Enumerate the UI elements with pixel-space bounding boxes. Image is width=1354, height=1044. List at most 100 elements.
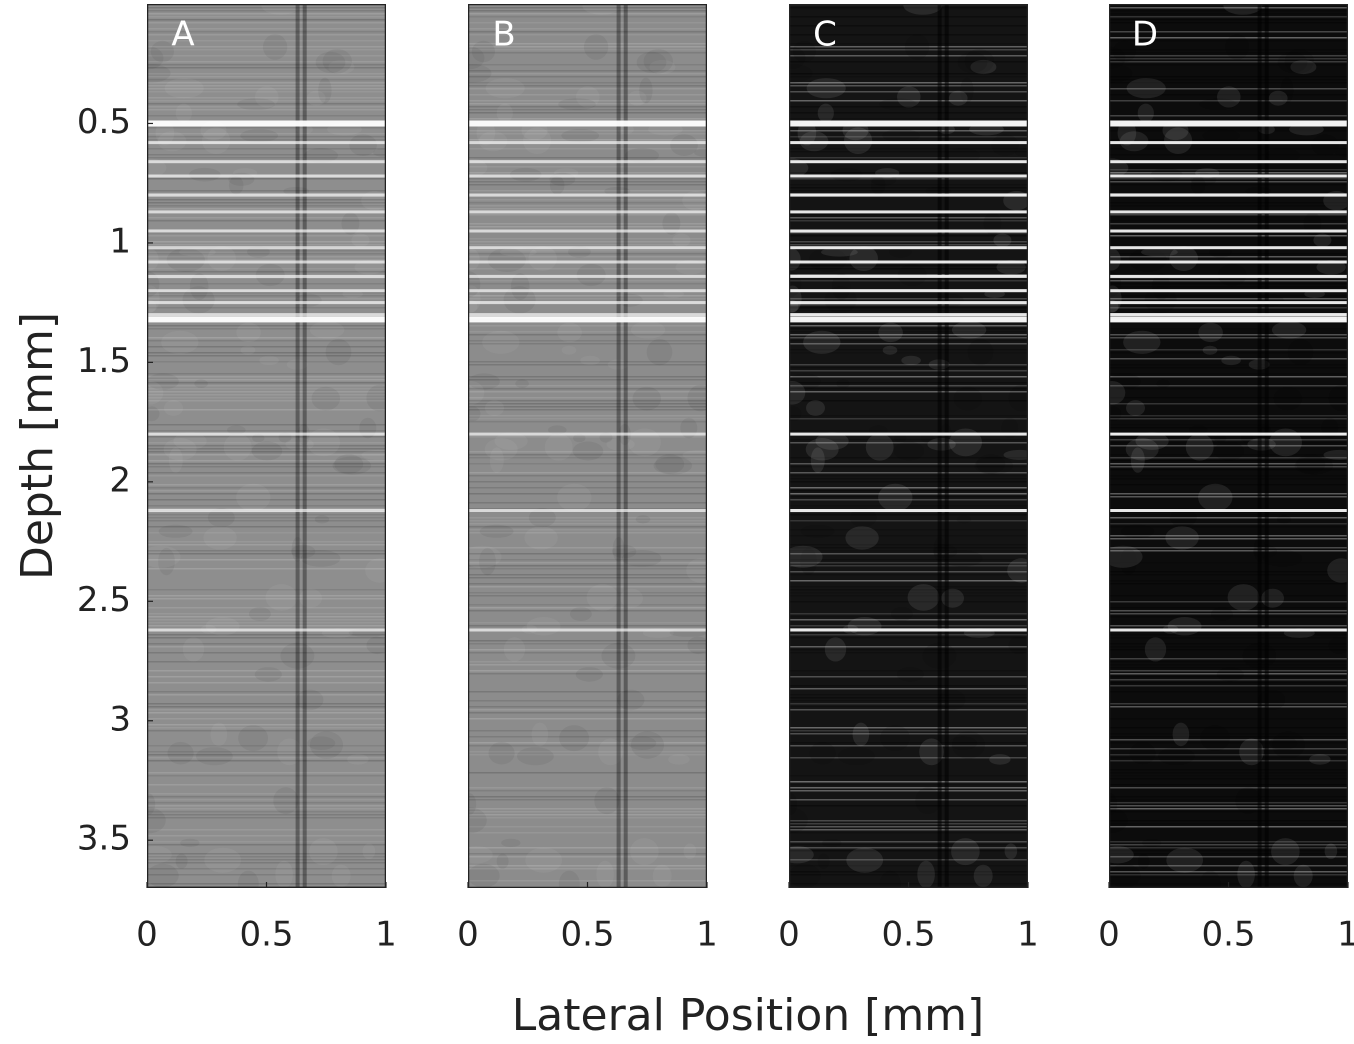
- speckle-row: [1109, 796, 1348, 798]
- speckle-row: [147, 217, 386, 219]
- x-tick-label: 0: [457, 915, 479, 955]
- speckle-row: [789, 670, 1028, 672]
- speckle-row: [468, 811, 707, 813]
- speckle-row: [1109, 808, 1348, 810]
- speckle-row: [789, 385, 1028, 387]
- speckle-row: [789, 733, 1028, 735]
- speckle-row: [789, 457, 1028, 459]
- texture-blob: [655, 454, 685, 474]
- texture-blob: [155, 120, 175, 146]
- speckle-row: [468, 43, 707, 45]
- speckle-row: [1109, 322, 1348, 324]
- speckle-row: [1109, 865, 1348, 867]
- texture-blob: [349, 134, 377, 157]
- texture-blob: [180, 838, 200, 848]
- texture-blob: [951, 838, 980, 866]
- speckle-row: [1109, 841, 1348, 843]
- bright-layer: [468, 316, 707, 323]
- speckle-row: [1109, 178, 1348, 180]
- speckle-row: [1109, 7, 1348, 9]
- texture-blob: [951, 321, 987, 339]
- speckle-row: [1109, 637, 1348, 639]
- speckle-row: [147, 625, 386, 627]
- texture-blob: [1247, 438, 1276, 451]
- speckle-row: [468, 595, 707, 597]
- texture-blob: [223, 433, 252, 461]
- bright-layer: [468, 246, 707, 250]
- texture-blob: [1327, 558, 1348, 583]
- texture-blob: [970, 59, 997, 75]
- texture-blob: [991, 134, 1019, 157]
- texture-blob: [204, 847, 242, 873]
- texture-blob: [503, 637, 526, 662]
- texture-blob: [366, 384, 386, 412]
- speckle-row: [468, 643, 707, 645]
- speckle-row: [147, 487, 386, 489]
- speckle-row: [468, 772, 707, 774]
- texture-blob: [548, 425, 567, 435]
- speckle-row: [789, 367, 1028, 369]
- speckle-row: [1109, 625, 1348, 627]
- texture-blob: [468, 381, 485, 405]
- speckle-row: [468, 856, 707, 858]
- speckle-row: [1109, 757, 1348, 759]
- speckle-row: [468, 586, 707, 588]
- texture-blob: [1277, 51, 1308, 73]
- speckle-row: [147, 85, 386, 87]
- speckle-row: [789, 616, 1028, 618]
- bright-layer: [1109, 316, 1348, 323]
- speckle-row: [147, 268, 386, 270]
- texture-blob: [228, 176, 244, 195]
- texture-blob: [303, 148, 339, 163]
- texture-blob: [515, 379, 529, 388]
- speckle-row: [1109, 583, 1348, 585]
- speckle-row: [468, 28, 707, 30]
- texture-blob: [259, 355, 279, 366]
- speckle-row: [1109, 496, 1348, 498]
- speckle-row: [147, 466, 386, 468]
- texture-blob: [879, 98, 917, 111]
- speckle-row: [1109, 610, 1348, 612]
- speckle-row: [468, 520, 707, 522]
- speckle-row: [1109, 775, 1348, 777]
- texture-blob: [1198, 483, 1233, 512]
- texture-blob: [1142, 838, 1162, 848]
- speckle-row: [1109, 100, 1348, 102]
- speckle-row: [1109, 61, 1348, 63]
- texture-blob: [1227, 584, 1260, 611]
- texture-blob: [175, 103, 192, 123]
- speckle-row: [789, 709, 1028, 711]
- speckle-row: [468, 559, 707, 561]
- speckle-row: [468, 31, 707, 33]
- speckle-row: [1109, 685, 1348, 687]
- speckle-row: [1109, 169, 1348, 171]
- speckle-row: [468, 517, 707, 519]
- speckle-row: [1109, 253, 1348, 255]
- texture-blob: [309, 731, 344, 759]
- texture-blob: [573, 433, 586, 443]
- texture-blob: [341, 212, 360, 235]
- texture-blob: [468, 545, 502, 568]
- vertical-line: [623, 4, 628, 888]
- texture-blob: [903, 4, 943, 15]
- texture-blob: [487, 248, 526, 272]
- texture-blob: [315, 51, 346, 73]
- speckle-row: [1109, 823, 1348, 825]
- speckle-row: [1109, 223, 1348, 225]
- speckle-row: [789, 859, 1028, 861]
- bright-layer: [468, 628, 707, 632]
- speckle-row: [468, 70, 707, 72]
- speckle-row: [789, 184, 1028, 186]
- texture-blob: [670, 134, 698, 157]
- texture-blob: [1280, 77, 1294, 104]
- speckle-row: [468, 10, 707, 12]
- speckle-row: [468, 106, 707, 108]
- speckle-row: [789, 595, 1028, 597]
- speckle-row: [468, 244, 707, 246]
- speckle-row: [147, 856, 386, 858]
- speckle-row: [1109, 571, 1348, 573]
- speckle-row: [1109, 475, 1348, 477]
- speckle-row: [468, 814, 707, 816]
- texture-blob: [544, 433, 573, 461]
- texture-blob: [948, 90, 968, 106]
